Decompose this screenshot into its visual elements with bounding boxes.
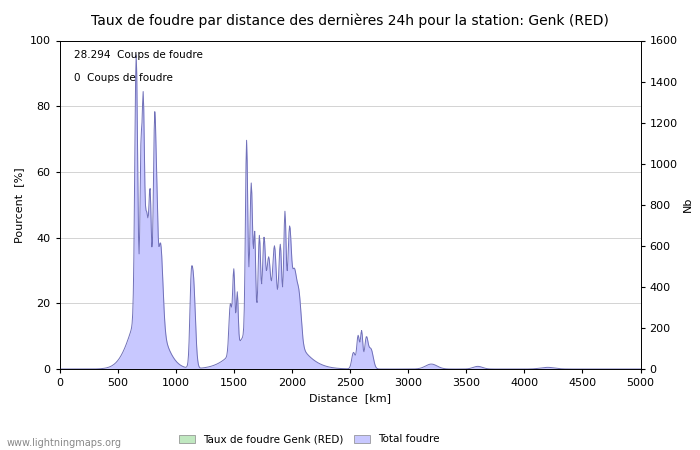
Y-axis label: Pourcent  [%]: Pourcent [%] <box>14 167 24 243</box>
X-axis label: Distance  [km]: Distance [km] <box>309 394 391 404</box>
Text: Taux de foudre par distance des dernières 24h pour la station: Genk (RED): Taux de foudre par distance des dernière… <box>91 14 609 28</box>
Legend: Taux de foudre Genk (RED), Total foudre: Taux de foudre Genk (RED), Total foudre <box>175 430 444 448</box>
Text: 28.294  Coups de foudre: 28.294 Coups de foudre <box>74 50 203 60</box>
Y-axis label: Nb: Nb <box>683 197 693 212</box>
Text: www.lightningmaps.org: www.lightningmaps.org <box>7 438 122 448</box>
Text: 0  Coups de foudre: 0 Coups de foudre <box>74 73 173 83</box>
